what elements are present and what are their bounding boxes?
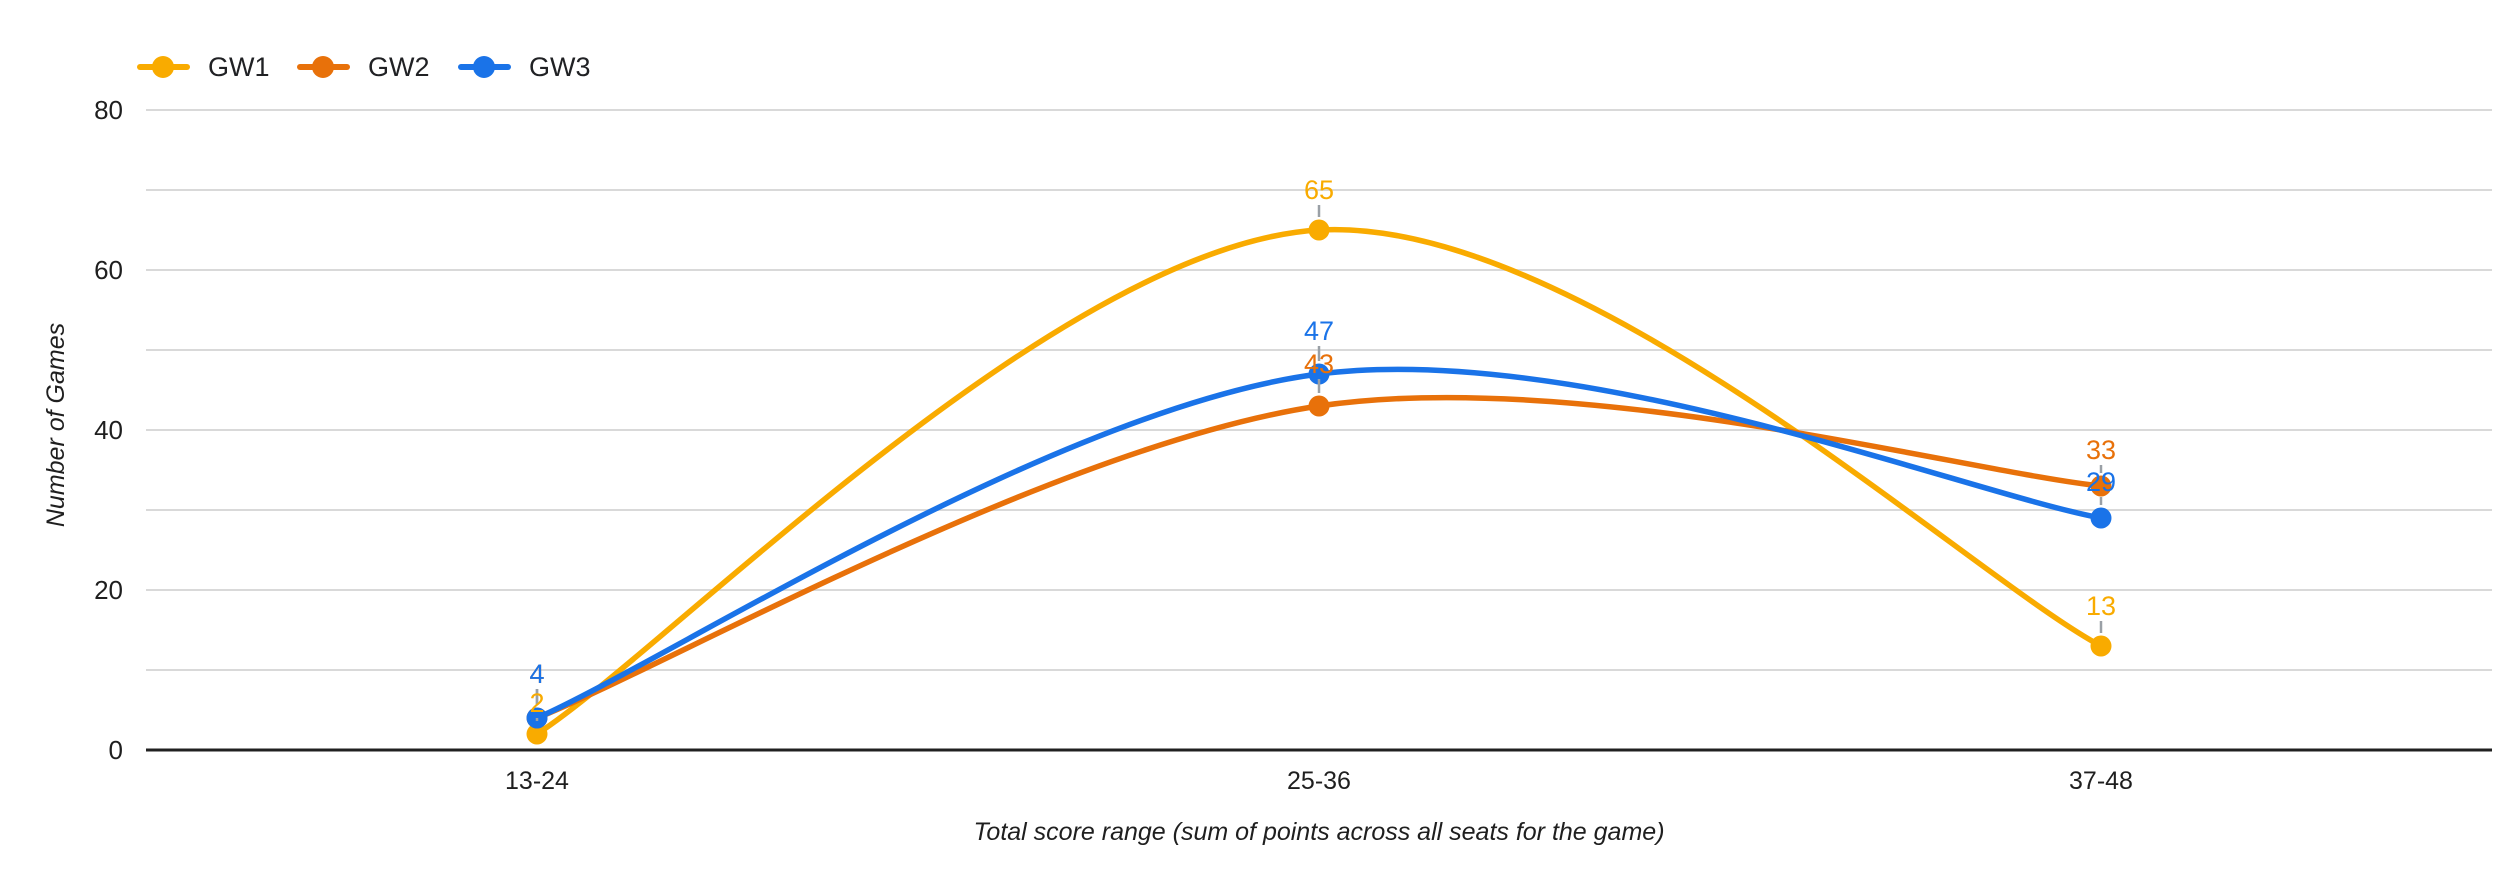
data-label-gw1: 13 [2086,591,2116,621]
data-label-gw3: 4 [529,659,544,689]
y-tick-label: 60 [94,255,123,285]
legend-marker-icon [458,53,511,81]
data-label-gw1: 2 [529,688,544,718]
data-point-gw2[interactable] [1308,395,1330,417]
legend-label: GW3 [529,51,591,82]
legend-item-gw2[interactable]: GW2 [297,51,430,82]
legend-label: GW2 [368,51,430,82]
data-point-gw3[interactable] [2090,507,2112,529]
data-label-gw3: 29 [2086,467,2116,497]
data-label-gw3: 47 [1304,316,1334,346]
y-tick-label: 40 [94,415,123,445]
data-label-gw2: 33 [2086,435,2116,465]
data-point-gw2[interactable] [2090,475,2112,497]
data-point-gw3[interactable] [1308,363,1330,385]
x-tick-label: 25-36 [1287,767,1351,795]
legend-item-gw1[interactable]: GW1 [137,51,270,82]
y-tick-label: 0 [109,735,123,765]
data-label-gw2: 4 [529,659,544,689]
legend-item-gw3[interactable]: GW3 [458,51,591,82]
data-label-gw1: 65 [1304,175,1334,205]
legend-marker-icon [137,53,190,81]
x-axis-title: Total score range (sum of points across … [973,818,1665,846]
data-point-gw1[interactable] [2090,635,2112,657]
legend-label: GW1 [208,51,270,82]
series-line-gw1 [534,226,2104,737]
data-label-gw2: 43 [1304,349,1334,379]
legend-marker-icon [297,53,350,81]
x-tick-label: 13-24 [505,767,569,795]
y-axis-title: Number of Games [42,322,70,528]
x-tick-label: 37-48 [2069,767,2133,795]
data-point-gw1[interactable] [526,723,548,745]
y-tick-label: 80 [94,95,123,125]
data-point-gw1[interactable] [1308,219,1330,241]
y-tick-label: 20 [94,575,123,605]
chart-legend: GW1 GW2 GW3 [0,0,2516,95]
